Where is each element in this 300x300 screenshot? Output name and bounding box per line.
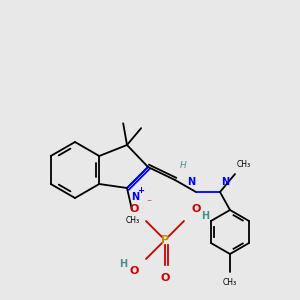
Text: H: H <box>119 259 127 269</box>
Text: N: N <box>131 192 139 202</box>
Text: CH₃: CH₃ <box>223 278 237 287</box>
Text: CH₃: CH₃ <box>237 160 251 169</box>
Text: O: O <box>130 266 139 276</box>
Text: N: N <box>221 177 229 187</box>
Text: O: O <box>160 273 170 283</box>
Text: H: H <box>180 161 187 170</box>
Text: O: O <box>130 204 139 214</box>
Text: H: H <box>201 211 209 221</box>
Text: +: + <box>137 186 144 195</box>
Text: O: O <box>191 204 200 214</box>
Text: CH₃: CH₃ <box>126 216 140 225</box>
Text: P: P <box>161 235 169 245</box>
Text: N: N <box>187 177 195 187</box>
Text: ⁻: ⁻ <box>146 198 151 208</box>
